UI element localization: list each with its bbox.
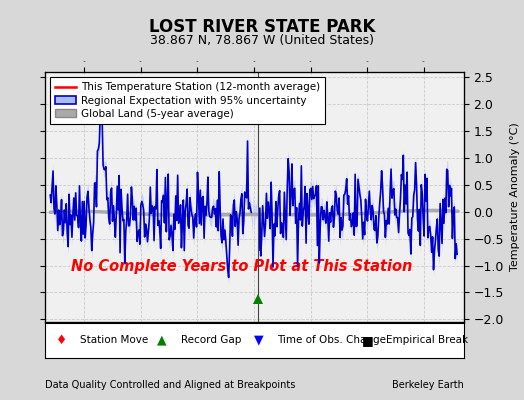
Y-axis label: Temperature Anomaly (°C): Temperature Anomaly (°C) xyxy=(509,123,519,271)
Text: ▲: ▲ xyxy=(157,334,167,347)
Text: Data Quality Controlled and Aligned at Breakpoints: Data Quality Controlled and Aligned at B… xyxy=(45,380,295,390)
Text: Record Gap: Record Gap xyxy=(181,335,241,345)
Text: No Complete Years to Plot at This Station: No Complete Years to Plot at This Statio… xyxy=(71,260,412,274)
Text: Station Move: Station Move xyxy=(80,335,148,345)
Text: Time of Obs. Change: Time of Obs. Change xyxy=(277,335,386,345)
Text: ■: ■ xyxy=(362,334,373,347)
Text: Empirical Break: Empirical Break xyxy=(386,335,468,345)
Text: 38.867 N, 78.867 W (United States): 38.867 N, 78.867 W (United States) xyxy=(150,34,374,47)
Text: Berkeley Earth: Berkeley Earth xyxy=(392,380,464,390)
Legend: This Temperature Station (12-month average), Regional Expectation with 95% uncer: This Temperature Station (12-month avera… xyxy=(50,77,325,124)
Text: ▼: ▼ xyxy=(254,334,263,347)
Text: ♦: ♦ xyxy=(56,334,67,347)
Text: LOST RIVER STATE PARK: LOST RIVER STATE PARK xyxy=(149,18,375,36)
